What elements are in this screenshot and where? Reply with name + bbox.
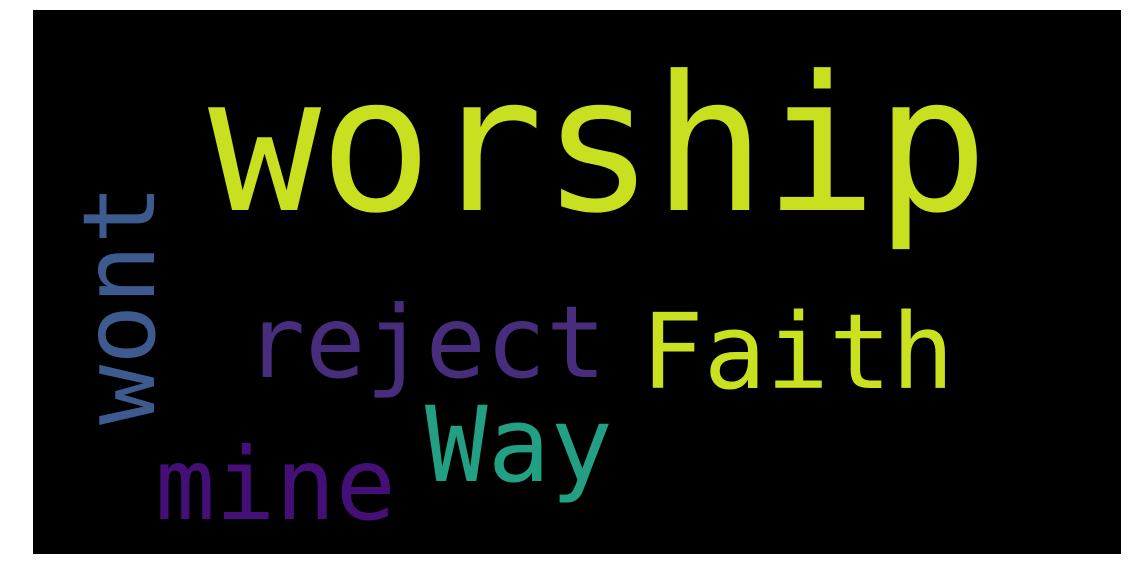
word-mine: mine <box>155 426 396 543</box>
word-reject: reject <box>245 284 607 401</box>
word-cloud-canvas: worship Faith reject Way mine wont <box>33 10 1121 554</box>
word-faith: Faith <box>641 291 955 413</box>
word-way: Way <box>425 384 613 506</box>
word-wont: wont <box>61 184 178 425</box>
word-worship: worship <box>208 36 988 255</box>
